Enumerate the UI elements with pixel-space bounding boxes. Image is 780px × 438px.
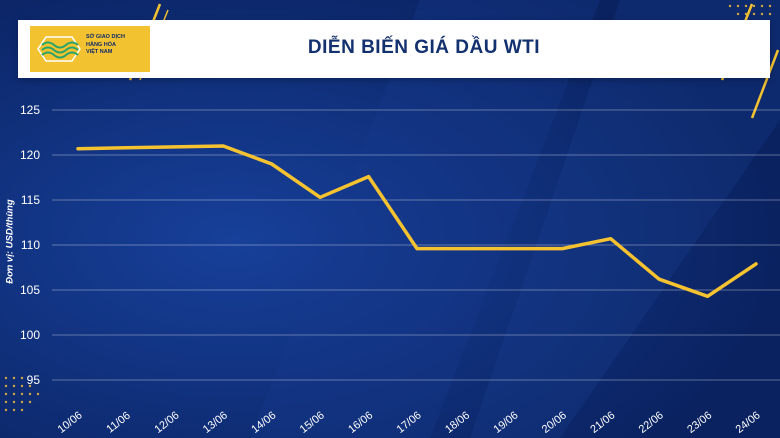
- x-tick-label: 12/06: [152, 409, 181, 435]
- logo-text: SỞ GIAO DỊCH HÀNG HÓA VIỆT NAM: [86, 34, 148, 57]
- y-tick-label: 115: [21, 193, 40, 207]
- x-tick-label: 22/06: [637, 409, 666, 435]
- y-tick-label: 110: [21, 238, 40, 252]
- logo-line-2: HÀNG HÓA: [86, 41, 116, 48]
- logo-line-1: SỞ GIAO DỊCH: [86, 34, 125, 40]
- y-tick-label: 95: [27, 373, 41, 387]
- x-tick-label: 16/06: [346, 409, 375, 435]
- x-tick-label: 15/06: [298, 409, 327, 435]
- y-tick-label: 100: [20, 328, 40, 342]
- x-tick-label: 19/06: [491, 409, 520, 435]
- x-tick-label: 11/06: [104, 410, 132, 436]
- page-title: DIỄN BIẾN GIÁ DẦU WTI: [307, 37, 541, 58]
- x-tick-label: 13/06: [201, 409, 230, 435]
- x-tick-label: 14/06: [249, 409, 278, 435]
- header-banner: SỞ GIAO DỊCH HÀNG HÓA VIỆT NAM DIỄN BIẾN…: [18, 20, 770, 78]
- x-tick-label: 24/06: [734, 409, 763, 435]
- y-tick-label: 120: [20, 148, 40, 162]
- logo-line-3: VIỆT NAM: [86, 49, 113, 55]
- series-line: [76, 144, 758, 299]
- logo: SỞ GIAO DỊCH HÀNG HÓA VIỆT NAM: [30, 26, 150, 72]
- x-tick-label: 21/06: [588, 409, 617, 435]
- x-tick-label: 17/06: [395, 409, 424, 435]
- x-tick-label: 10/06: [56, 409, 85, 435]
- y-tick-label: 105: [20, 283, 40, 297]
- logo-wave-icon: [37, 36, 81, 62]
- y-tick-label: 125: [20, 103, 40, 117]
- x-tick-label: 18/06: [443, 409, 472, 435]
- x-tick-label: 20/06: [540, 409, 569, 435]
- x-tick-label: 23/06: [685, 409, 714, 435]
